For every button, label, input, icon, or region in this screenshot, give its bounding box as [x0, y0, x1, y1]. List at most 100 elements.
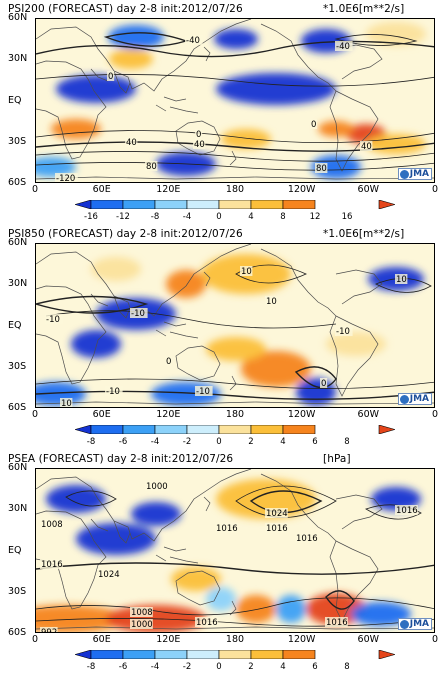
panel-title: PSI200 (FORECAST) day 2-8 init:2012/07/2… — [8, 3, 405, 15]
map-panel-psi850: PSI850 (FORECAST) day 2-8 init:2012/07/2… — [0, 225, 445, 450]
colorbar-segment — [90, 425, 124, 434]
contour-line — [36, 562, 434, 575]
positive-anomaly — [36, 605, 126, 632]
colorbar-tick-label: -2 — [182, 662, 192, 672]
colorbar-tick-label: -8 — [86, 437, 96, 447]
contour-label-bg — [185, 35, 203, 45]
contour-label: 0 — [311, 120, 316, 130]
contour-label: -40 — [336, 42, 350, 52]
colorbar-segment — [122, 650, 156, 659]
map-area: 1000 1008 1016 1024 1024 1016 1016 1016 1008 1000… — [35, 468, 435, 633]
colorbar-tick-label: -16 — [84, 212, 98, 222]
colorbar-segment — [218, 650, 252, 659]
contour-label: 10 — [61, 399, 72, 408]
coastline — [260, 248, 383, 317]
coastline — [90, 518, 131, 544]
colorbar-tick-label: 0 — [216, 437, 222, 447]
contour-label-bg — [130, 308, 148, 318]
colorbar-svg — [75, 200, 395, 209]
colorbar-segment — [250, 650, 284, 659]
contour-label: 0 — [321, 379, 326, 389]
negative-anomaly — [71, 330, 121, 358]
contour-label: 1016 — [396, 506, 418, 516]
contour-label-bg — [105, 386, 123, 396]
negative-anomaly — [46, 485, 106, 513]
contours — [36, 485, 434, 627]
contour-label-bg — [395, 505, 418, 515]
coastline — [36, 176, 434, 180]
latitude-label: EQ — [8, 94, 22, 106]
contour-label-bg — [265, 523, 288, 533]
panel-unit: [hPa] — [323, 453, 351, 465]
contour-label-bg — [320, 378, 328, 388]
colorbar-segment — [250, 200, 284, 209]
contour-label: 0 — [108, 72, 113, 82]
colorbar-arrow-right — [378, 425, 395, 434]
contour-label: -120 — [56, 174, 75, 183]
jma-logo-icon — [399, 394, 409, 404]
contour-line — [36, 378, 434, 389]
colorbar-tick-label: -8 — [150, 212, 160, 222]
positive-anomaly — [366, 22, 426, 46]
contour-label: 0 — [166, 357, 171, 367]
colorbar-tick-label: 8 — [344, 437, 350, 447]
latitude-label: 60N — [8, 12, 28, 23]
positive-anomaly — [51, 119, 101, 139]
jma-logo: JMA — [397, 618, 432, 630]
positive-anomaly — [236, 595, 276, 623]
colorbar-arrow-right — [378, 200, 395, 209]
contour-label-bg — [40, 559, 63, 569]
contour-label: 1016 — [216, 524, 238, 534]
negative-anomaly — [296, 378, 336, 406]
latitude-label: EQ — [8, 544, 22, 556]
colorbar-segment — [218, 200, 252, 209]
coastline — [36, 60, 107, 160]
contour-label-bg — [195, 386, 213, 396]
colorbar-svg — [75, 650, 395, 659]
contour-line — [36, 74, 434, 87]
coastline — [36, 19, 252, 92]
contour-label: -10 — [131, 309, 145, 319]
colorbar-segment — [282, 650, 316, 659]
colorbar-tick-label: 8 — [344, 662, 350, 672]
coastline — [155, 96, 199, 114]
contour-label-bg — [315, 163, 328, 173]
contours — [36, 264, 434, 400]
colorbar — [75, 425, 395, 434]
colorbar-tick-label: -4 — [182, 212, 192, 222]
longitude-label: 120E — [156, 409, 181, 420]
longitude-label: 180 — [225, 634, 245, 645]
latitude-label: 60N — [8, 237, 28, 248]
longitude-label: 0 — [31, 409, 39, 420]
coastline — [329, 540, 379, 622]
coastline — [155, 321, 199, 339]
coastline — [260, 473, 383, 542]
coastline — [229, 150, 237, 166]
positive-anomaly — [326, 332, 386, 356]
latitude-label: 30N — [8, 53, 28, 65]
contour-label: 40 — [194, 140, 205, 150]
contour-line — [45, 310, 337, 329]
contour-label-bg — [130, 607, 153, 617]
contour-label-bg — [195, 129, 203, 139]
colorbar-segment — [282, 200, 316, 209]
colorbar-segment — [186, 425, 220, 434]
map-area: -40 -40 0 0 40 40 40 80 -120 80 0 JMA — [35, 18, 435, 183]
colorbar-segment — [90, 650, 124, 659]
jma-logo-icon — [399, 619, 409, 629]
longitude-label: 120E — [156, 634, 181, 645]
colorbar-segment — [122, 200, 156, 209]
colorbar-segment — [154, 200, 188, 209]
latitude-label: 60S — [8, 402, 27, 413]
coastlines — [36, 244, 434, 405]
contour-label-bg — [310, 119, 318, 129]
coastline — [203, 271, 211, 287]
latitude-label: 30S — [8, 360, 27, 372]
contour-label: 1000 — [146, 482, 168, 492]
latitude-label: 30N — [8, 278, 28, 290]
map-area: 10 10 -10 -10 -10 -10 -10 10 10 0 0 JMA — [35, 243, 435, 408]
negative-anomaly — [214, 29, 258, 49]
contour-label-bg — [145, 481, 168, 491]
contour-line — [36, 141, 434, 152]
coastline — [36, 401, 434, 405]
